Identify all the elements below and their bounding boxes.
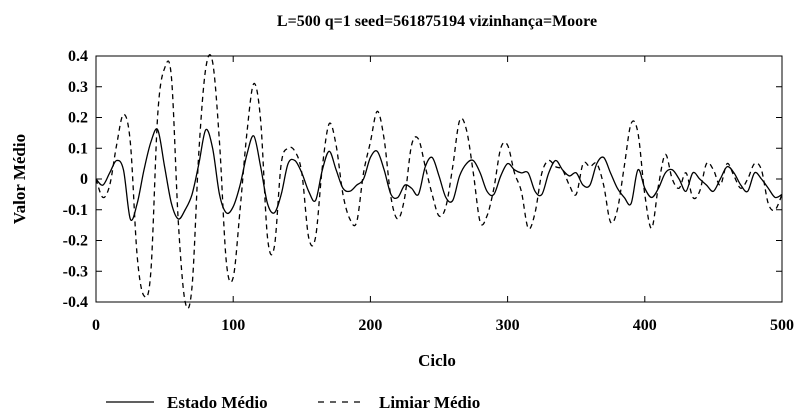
- y-tick-label: 0.3: [68, 79, 88, 96]
- y-tick-label: -0.2: [63, 233, 88, 250]
- x-tick-label: 100: [221, 317, 245, 334]
- legend: Estado Médio Limiar Médio: [106, 393, 480, 412]
- y-tick-label: 0.2: [68, 110, 88, 127]
- plot-area-frame: [95, 55, 783, 303]
- x-tick-label: 500: [770, 317, 794, 334]
- x-axis-ticks: 0 100 200 300 400 500: [92, 56, 794, 334]
- y-tick-label: -0.4: [63, 294, 88, 311]
- y-tick-label: -0.3: [63, 263, 88, 280]
- series-layer: [95, 54, 783, 310]
- y-axis-label: Valor Médio: [10, 134, 29, 224]
- legend-label-estado-medio: Estado Médio: [167, 393, 268, 412]
- legend-label-limiar-medio: Limiar Médio: [379, 393, 480, 412]
- x-tick-label: 0: [92, 317, 100, 334]
- y-axis-ticks: 0.4 0.3 0.2 0.1 0 -0.1 -0.2 -0.3 -0.4: [63, 48, 782, 311]
- series-line-limiar-medio: [95, 54, 783, 310]
- x-tick-label: 300: [496, 317, 520, 334]
- y-tick-label: 0.4: [68, 48, 88, 65]
- series-line-estado-medio: [95, 128, 783, 221]
- x-tick-label: 200: [358, 317, 382, 334]
- y-tick-label: 0: [80, 171, 88, 188]
- chart-title: L=500 q=1 seed=561875194 vizinhança=Moor…: [277, 13, 597, 30]
- y-tick-label: -0.1: [63, 202, 88, 219]
- x-tick-label: 400: [633, 317, 657, 334]
- x-axis-label: Ciclo: [418, 351, 456, 370]
- y-tick-label: 0.1: [68, 140, 88, 157]
